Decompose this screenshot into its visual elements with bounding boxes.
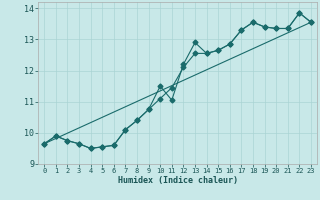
X-axis label: Humidex (Indice chaleur): Humidex (Indice chaleur) xyxy=(118,176,238,185)
